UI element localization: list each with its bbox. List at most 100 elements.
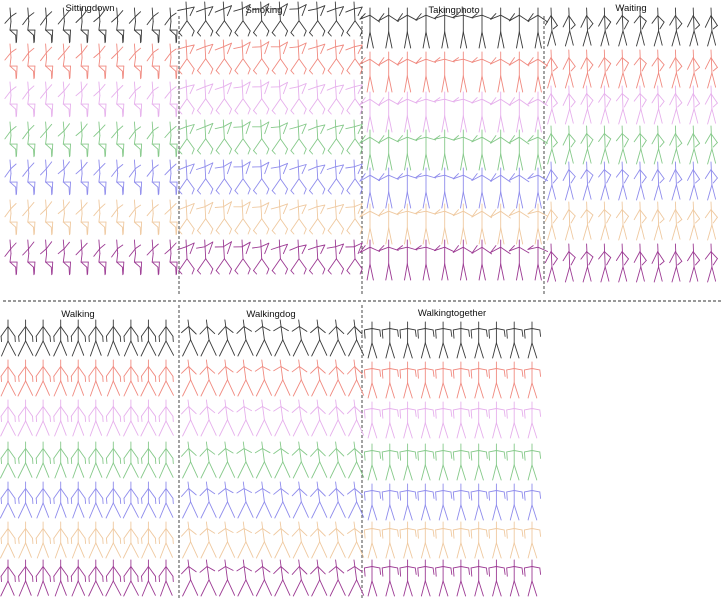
skeleton-limb xyxy=(241,159,244,180)
skeleton-limb xyxy=(229,188,232,195)
skeleton-limb xyxy=(98,65,106,72)
skeleton-limb xyxy=(40,52,48,62)
skeleton-limb xyxy=(354,218,363,230)
skeleton-limb xyxy=(621,251,629,260)
skeleton-limb xyxy=(371,368,381,371)
panel-walking xyxy=(0,319,175,597)
skeleton-figure xyxy=(158,359,174,397)
skeleton-figure xyxy=(289,159,307,195)
skeleton-limb xyxy=(516,115,520,133)
skeleton-limb xyxy=(399,368,409,371)
skeleton-limb xyxy=(16,221,18,235)
skeleton-limb xyxy=(18,566,27,577)
skeleton-limb xyxy=(497,153,502,171)
skeleton-limb xyxy=(359,108,363,115)
skeleton-figure xyxy=(181,521,199,559)
skeleton-limb xyxy=(241,201,251,208)
skeleton-limb xyxy=(234,270,239,275)
skeleton-limb xyxy=(435,490,444,493)
skeleton-limb xyxy=(506,529,508,539)
skeleton-limb xyxy=(435,329,437,339)
skeleton-figure xyxy=(128,121,143,158)
skeleton-limb xyxy=(550,251,558,260)
skeleton-limb xyxy=(116,221,123,228)
skeleton-limb xyxy=(62,159,65,175)
skeleton-limb xyxy=(527,135,534,142)
skeleton-figure xyxy=(4,43,18,80)
skeleton-limb xyxy=(639,161,642,186)
skeleton-limb xyxy=(399,529,402,539)
skeleton-limb xyxy=(513,328,523,331)
skeleton-limb xyxy=(687,169,694,181)
skeleton-limb xyxy=(513,528,523,531)
skeleton-limb xyxy=(326,46,336,51)
skeleton-figure xyxy=(4,121,18,158)
skeleton-figure xyxy=(217,319,236,357)
skeleton-limb xyxy=(16,261,18,275)
skeleton-limb xyxy=(452,567,455,577)
skeleton-limb xyxy=(285,268,288,275)
skeleton-limb xyxy=(301,83,307,95)
skeleton-figure xyxy=(415,239,437,281)
skeleton-limb xyxy=(603,7,606,32)
skeleton-limb xyxy=(369,174,381,182)
skeleton-limb xyxy=(62,21,65,31)
skeleton-limb xyxy=(84,415,87,423)
skeleton-limb xyxy=(88,448,97,459)
skeleton-limb xyxy=(354,488,363,496)
skeleton-limb xyxy=(80,239,83,255)
skeleton-limb xyxy=(147,366,156,377)
skeleton-limb xyxy=(261,178,270,190)
skeleton-limb xyxy=(615,251,623,261)
skeleton-limb xyxy=(481,75,486,93)
skeleton-limb xyxy=(245,121,251,135)
skeleton-limb xyxy=(205,399,210,421)
skeleton-limb xyxy=(378,173,385,181)
skeleton-limb xyxy=(241,1,244,22)
skeleton-figure xyxy=(345,1,363,37)
skeleton-limb xyxy=(550,161,553,186)
skeleton-limb xyxy=(417,368,426,371)
skeleton-limb xyxy=(177,126,187,131)
skeleton-limb xyxy=(45,21,48,31)
skeleton-limb xyxy=(603,209,612,216)
skeleton-limb xyxy=(452,490,462,493)
skeleton-limb xyxy=(334,119,337,140)
skeleton-limb xyxy=(497,115,502,133)
skeleton-limb xyxy=(316,204,326,208)
skeleton-limb xyxy=(587,224,592,240)
skeleton-limb xyxy=(197,32,202,37)
skeleton-limb xyxy=(328,326,337,335)
skeleton-limb xyxy=(222,42,232,48)
skeleton-figure xyxy=(508,7,530,49)
skeleton-limb xyxy=(399,328,409,331)
skeleton-limb xyxy=(633,133,641,143)
skeleton-figure xyxy=(217,521,236,559)
skeleton-limb xyxy=(327,98,337,112)
skeleton-limb xyxy=(568,7,571,32)
skeleton-limb xyxy=(356,541,365,558)
skeleton-figure xyxy=(434,167,455,209)
skeleton-limb xyxy=(568,49,571,74)
skeleton-limb xyxy=(562,133,570,146)
skeleton-limb xyxy=(280,488,289,495)
skeleton-figure xyxy=(270,79,288,115)
skeleton-figure xyxy=(199,481,217,519)
skeleton-limb xyxy=(119,415,122,423)
skeleton-limb xyxy=(523,490,533,493)
skeleton-limb xyxy=(470,567,473,577)
skeleton-limb xyxy=(359,135,366,144)
skeleton-limb xyxy=(93,52,101,59)
skeleton-limb xyxy=(279,481,284,503)
skeleton-figure xyxy=(527,239,549,281)
skeleton-limb xyxy=(169,261,177,268)
skeleton-figure xyxy=(22,121,36,158)
skeleton-limb xyxy=(187,441,192,463)
skeleton-limb xyxy=(396,246,408,250)
skeleton-limb xyxy=(471,136,483,143)
skeleton-limb xyxy=(188,448,197,456)
skeleton-limb xyxy=(0,326,9,337)
skeleton-limb xyxy=(140,29,143,43)
skeleton-figure xyxy=(359,203,381,245)
